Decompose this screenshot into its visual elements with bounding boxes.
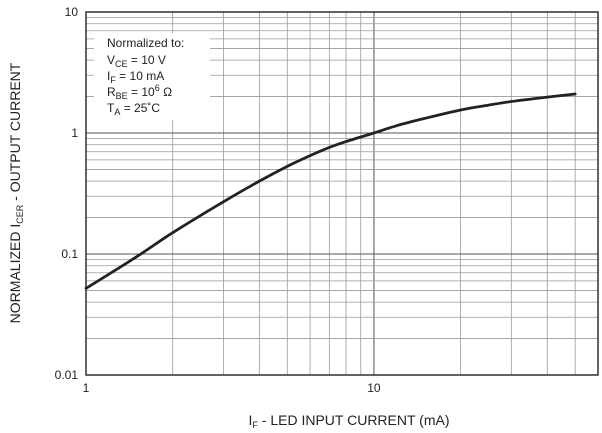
y-tick-label: 10 (65, 5, 79, 19)
grid (86, 12, 598, 375)
x-axis-title: IF - LED INPUT CURRENT (mA) (249, 412, 450, 430)
annotation-line-ta: TA = 25˚C (107, 101, 160, 117)
y-tick-label: 0.1 (61, 247, 78, 261)
annotation-background (94, 33, 210, 120)
annotation-line-vce: VCE = 10 V (107, 53, 166, 69)
annotation-box: Normalized to: VCE = 10 V IF = 10 mA RBE… (94, 33, 210, 120)
plot-frame (85, 11, 599, 376)
y-tick-label: 1 (71, 126, 78, 140)
y-tick-label: 0.01 (55, 368, 79, 382)
annotation-line-rbe: RBE = 106 Ω (107, 83, 172, 101)
ticks: 1 10 0.01 0.1 1 10 (55, 5, 381, 395)
series-line (84, 92, 577, 290)
y-axis-title: NORMALIZED ICER - OUTPUT CURRENT (7, 62, 25, 323)
x-tick-label: 1 (83, 381, 90, 395)
annotation-line-if: IF = 10 mA (107, 69, 164, 85)
annotation-title: Normalized to: (107, 36, 184, 50)
x-tick-label: 10 (367, 381, 381, 395)
